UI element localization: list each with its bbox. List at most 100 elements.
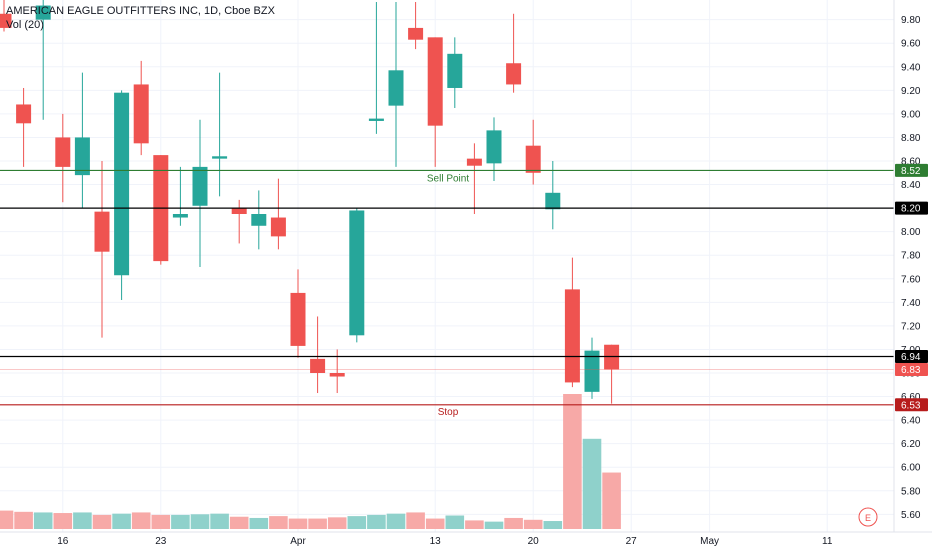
- price-tick-label: 8.80: [901, 133, 921, 144]
- volume-bars: [0, 394, 621, 529]
- price-tick-label: 9.00: [901, 109, 921, 120]
- volume-bar: [543, 521, 563, 529]
- level-label-stop: Stop: [438, 407, 459, 418]
- candle-body: [231, 208, 247, 214]
- price-axis[interactable]: 5.605.806.006.206.406.606.807.007.207.40…: [893, 0, 921, 532]
- time-tick-label: 20: [528, 536, 540, 547]
- candle-body: [349, 210, 365, 336]
- price-tick-label: 7.60: [901, 274, 921, 285]
- time-tick-label: 23: [155, 536, 167, 547]
- volume-bar: [171, 514, 190, 529]
- volume-bar: [386, 513, 406, 529]
- candle-body: [133, 84, 149, 144]
- price-tick-label: 8.60: [901, 157, 921, 168]
- time-tick-label: 13: [430, 536, 442, 547]
- volume-bar: [523, 519, 543, 529]
- candle-body: [16, 104, 32, 124]
- volume-bar: [308, 518, 327, 529]
- time-tick-label: 27: [626, 536, 638, 547]
- candle-body: [310, 358, 326, 373]
- candle-body: [0, 13, 12, 28]
- volume-bar: [504, 517, 523, 529]
- volume-bar: [425, 518, 445, 529]
- volume-bar: [112, 513, 131, 529]
- price-tick-label: 8.00: [901, 227, 921, 238]
- symbol-title: AMERICAN EAGLE OUTFITTERS INC, 1D, Cboe …: [6, 5, 275, 17]
- candle-body: [192, 166, 208, 206]
- candle-body: [251, 214, 267, 226]
- volume-bar: [210, 513, 229, 529]
- price-tick-label: 9.80: [901, 15, 921, 26]
- price-tag-sell: [895, 163, 928, 177]
- candle-body: [94, 211, 110, 252]
- price-tick-label: 5.60: [901, 510, 921, 521]
- volume-bar: [582, 438, 602, 529]
- price-tag-resistance: [895, 201, 928, 215]
- candle-body: [545, 192, 561, 210]
- time-tick-label: May: [700, 536, 719, 547]
- volume-bar: [53, 513, 73, 529]
- price-tick-label: 8.40: [901, 180, 921, 191]
- earnings-badge[interactable]: E: [858, 507, 878, 527]
- candle-body: [525, 145, 541, 173]
- volume-bar: [288, 518, 308, 529]
- volume-bar: [151, 514, 171, 529]
- candle-body: [270, 217, 286, 237]
- volume-bar: [33, 512, 53, 529]
- candle-body: [114, 92, 130, 276]
- price-tick-label: 6.20: [901, 439, 921, 450]
- candle-body: [74, 137, 90, 176]
- candle-body: [212, 156, 228, 159]
- volume-bar: [190, 514, 210, 529]
- price-tick-label: 7.40: [901, 298, 921, 309]
- time-tick-label: 16: [57, 536, 69, 547]
- time-tick-label: 11: [822, 536, 833, 547]
- price-tick-label: 9.60: [901, 39, 921, 50]
- price-tick-label: 5.80: [901, 486, 921, 497]
- time-axis[interactable]: 16 23 Apr 13 20 27 May 11: [0, 531, 932, 547]
- price-tick-label: 6.00: [901, 463, 921, 474]
- price-tag-stop: [895, 398, 928, 412]
- candle-body: [172, 214, 188, 218]
- candles: [0, 0, 620, 404]
- candle-body: [584, 350, 600, 392]
- volume-bar: [0, 510, 14, 529]
- horizontal-levels[interactable]: Sell Point Stop: [0, 169, 894, 418]
- level-label-sell: Sell Point: [427, 173, 469, 184]
- price-tick-label: 6.60: [901, 392, 921, 403]
- price-tick-label: 9.40: [901, 62, 921, 73]
- price-tick-label: 7.80: [901, 251, 921, 262]
- candle-body: [506, 63, 522, 85]
- volume-bar: [465, 520, 484, 529]
- candle-body: [427, 37, 443, 126]
- price-tag-label-resistance: 8.20: [901, 204, 921, 215]
- volume-bar: [92, 514, 112, 529]
- candle-body: [564, 289, 580, 383]
- volume-bar: [484, 521, 504, 529]
- volume-bar: [602, 472, 621, 529]
- price-tag-label-stop: 6.53: [901, 400, 921, 411]
- volume-bar: [269, 516, 288, 529]
- price-tick-label: 6.40: [901, 416, 921, 427]
- candle-body: [388, 70, 404, 106]
- grid-lines: [0, 0, 894, 532]
- volume-bar: [327, 517, 347, 529]
- time-tick-label: Apr: [290, 536, 306, 547]
- candle-body: [329, 373, 345, 377]
- candle-body: [290, 292, 306, 346]
- volume-bar: [14, 511, 33, 529]
- price-tag-label-last: 6.83: [901, 365, 921, 376]
- candle-body: [447, 53, 463, 88]
- volume-bar: [563, 394, 582, 529]
- volume-bar: [73, 512, 92, 529]
- candle-body: [466, 158, 482, 166]
- price-tag-entry: [895, 350, 928, 364]
- volume-bar: [249, 517, 269, 529]
- volume-bar: [406, 512, 425, 529]
- volume-bar: [367, 514, 386, 529]
- volume-bar: [445, 515, 465, 529]
- volume-bar: [347, 516, 367, 529]
- earnings-badge-label: E: [865, 513, 871, 523]
- price-tags: 8.52 8.20 6.94 6.83 6.53: [895, 163, 928, 412]
